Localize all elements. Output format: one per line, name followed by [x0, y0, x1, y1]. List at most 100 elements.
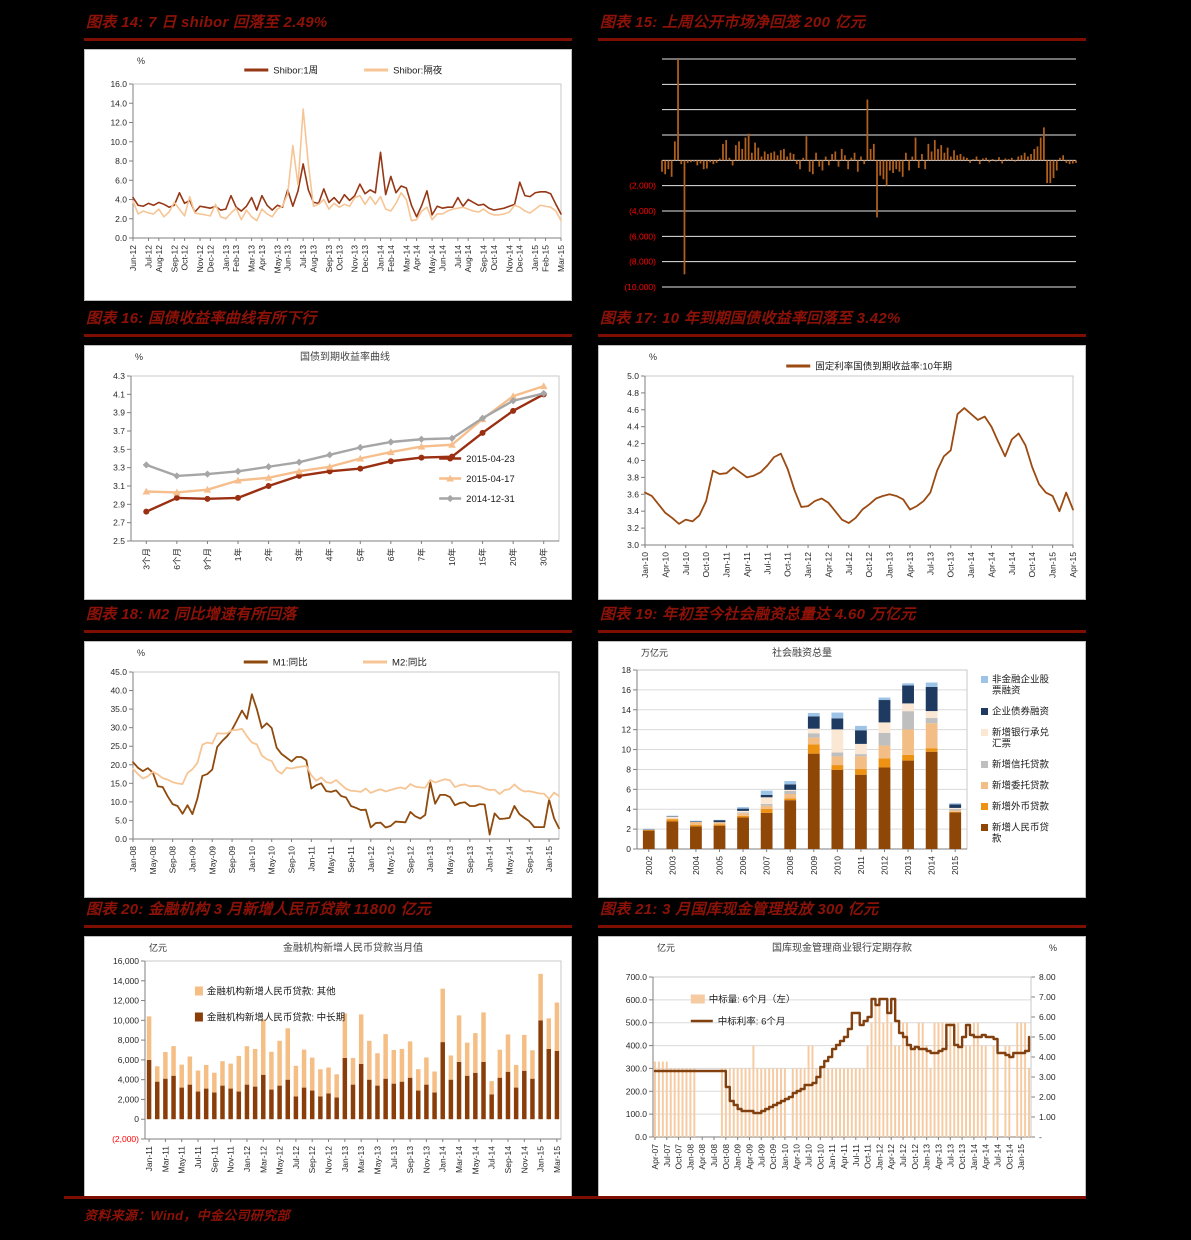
svg-text:Sep-12: Sep-12: [307, 1145, 317, 1173]
svg-text:10年: 10年: [447, 547, 457, 565]
svg-text:Mar-14: Mar-14: [454, 1145, 464, 1172]
svg-text:45.0: 45.0: [110, 667, 127, 677]
svg-text:8,000: 8,000: [118, 1035, 140, 1045]
svg-text:3.2: 3.2: [627, 523, 639, 533]
svg-text:Jan-13: Jan-13: [340, 1145, 350, 1171]
svg-text:30.0: 30.0: [110, 722, 127, 732]
svg-text:0: 0: [134, 1114, 139, 1124]
svg-text:Sep-13: Sep-13: [324, 244, 334, 272]
svg-text:新增委托贷款: 新增委托贷款: [992, 779, 1050, 791]
svg-text:Jan-10: Jan-10: [640, 551, 650, 577]
svg-text:Mar-14: Mar-14: [401, 244, 411, 271]
m1-m2-line-chart: 0.0 5.0 10.0 15.0 20.0 25.0 30.0 35.0 40.0 45.0 Ja…: [110, 648, 560, 874]
svg-text:Apr-13: Apr-13: [905, 551, 915, 577]
svg-text:4.4: 4.4: [627, 421, 639, 431]
svg-text:Oct-11: Oct-11: [863, 1143, 873, 1168]
svg-text:Nov-12: Nov-12: [324, 1145, 334, 1173]
svg-text:新增银行承兑: 新增银行承兑: [992, 726, 1050, 738]
svg-text:0.0: 0.0: [115, 834, 127, 844]
svg-text:10,000: 10,000: [113, 1015, 139, 1025]
svg-text:Jun-14: Jun-14: [437, 244, 447, 270]
svg-text:Aug-13: Aug-13: [308, 244, 318, 272]
svg-text:%: %: [137, 648, 145, 658]
svg-text:Sep-14: Sep-14: [503, 1145, 513, 1173]
chart-block-19: 图表 19: 年初至今社会融资总量达 4.60 万亿元 0 2 4 6 8 10 12 14 1…: [598, 606, 1086, 898]
svg-text:2003: 2003: [667, 855, 677, 874]
svg-text:2,000: 2,000: [118, 1094, 140, 1104]
svg-text:May-14: May-14: [427, 244, 437, 273]
svg-text:20.0: 20.0: [110, 760, 127, 770]
svg-text:%: %: [137, 56, 145, 66]
svg-text:Apr-11: Apr-11: [839, 1143, 849, 1168]
svg-text:Mar-12: Mar-12: [258, 1145, 268, 1172]
svg-text:Sep-14: Sep-14: [479, 244, 489, 272]
svg-text:30年: 30年: [539, 547, 549, 565]
svg-text:40.0: 40.0: [110, 685, 127, 695]
svg-text:Jan-15: Jan-15: [530, 244, 540, 270]
svg-text:600.0: 600.0: [626, 995, 648, 1005]
svg-text:Oct-08: Oct-08: [721, 1143, 731, 1169]
chart-14-body: 0.0 2.0 4.0 6.0 8.0 10.0 12.0 14.0 16.0 Jun-12 Jul…: [84, 48, 572, 301]
svg-text:Jan-12: Jan-12: [874, 1143, 884, 1169]
svg-text:Jun-12: Jun-12: [128, 244, 138, 270]
svg-text:Jan-15: Jan-15: [1048, 551, 1058, 577]
svg-text:Feb-15: Feb-15: [541, 244, 551, 271]
svg-text:0.0: 0.0: [115, 233, 127, 243]
svg-text:May-11: May-11: [177, 1145, 187, 1173]
svg-text:Mar-15: Mar-15: [552, 1145, 562, 1172]
svg-text:Jul-13: Jul-13: [389, 1145, 399, 1168]
svg-text:中标利率: 6个月: 中标利率: 6个月: [718, 1015, 786, 1027]
svg-text:Jul-09: Jul-09: [756, 1143, 766, 1166]
svg-text:Dec-14: Dec-14: [515, 244, 525, 272]
svg-text:2012: 2012: [880, 855, 890, 874]
svg-text:2011: 2011: [856, 855, 866, 874]
svg-text:Sep-12: Sep-12: [405, 845, 415, 873]
svg-text:款: 款: [992, 832, 1002, 844]
svg-text:Jul-10: Jul-10: [681, 551, 691, 574]
svg-text:(2,000): (2,000): [112, 1134, 139, 1144]
svg-text:5年: 5年: [355, 547, 365, 561]
svg-text:(2,000): (2,000): [629, 180, 656, 190]
svg-text:May-14: May-14: [504, 845, 514, 874]
svg-text:6,000: 6,000: [118, 1055, 140, 1065]
svg-text:May-08: May-08: [148, 845, 158, 874]
svg-text:(6,000): (6,000): [629, 231, 656, 241]
svg-text:Apr-15: Apr-15: [1068, 551, 1078, 577]
svg-text:Jul-14: Jul-14: [1007, 551, 1017, 574]
svg-text:Jul-08: Jul-08: [709, 1143, 719, 1166]
svg-text:Apr-10: Apr-10: [792, 1143, 802, 1169]
svg-text:新增人民币贷: 新增人民币贷: [992, 821, 1049, 833]
svg-text:Jan-11: Jan-11: [144, 1145, 154, 1171]
svg-text:2004: 2004: [691, 855, 701, 874]
chart-18-body: 0.0 5.0 10.0 15.0 20.0 25.0 30.0 35.0 40.0 45.0 Ja…: [84, 640, 572, 898]
svg-text:8: 8: [626, 764, 631, 774]
svg-text:1.00: 1.00: [1039, 1112, 1056, 1122]
svg-text:Jul-14: Jul-14: [487, 1145, 497, 1168]
svg-text:100.0: 100.0: [626, 1109, 648, 1119]
treasury-cash-combo-chart: 0.0 100.0 200.0 300.0 400.0 500.0 600.0 700.0 - 1…: [626, 941, 1057, 1170]
svg-text:20年: 20年: [508, 547, 518, 565]
chart-16-body: 2.5 2.7 2.9 3.1 3.3 3.5 3.7 3.9 4.1 4.3 3个月 6个月 9个月 1…: [84, 344, 572, 600]
tsf-stacked-bar-chart: 0 2 4 6 8 10 12 14 16 18 2002 2003 2004 2005 2006 2007 2…: [622, 646, 1050, 875]
svg-text:3年: 3年: [294, 547, 304, 561]
svg-text:10.0: 10.0: [110, 137, 127, 147]
svg-text:Feb-13: Feb-13: [231, 244, 241, 271]
chart-block-14: 图表 14: 7 日 shibor 回落至 2.49% 0.0 2.0 4.0 6.0…: [84, 14, 572, 301]
svg-text:4.8: 4.8: [627, 388, 639, 398]
svg-text:Nov-14: Nov-14: [519, 1145, 529, 1173]
svg-text:金融机构新增人民币贷款当月值: 金融机构新增人民币贷款当月值: [283, 941, 423, 954]
svg-text:9个月: 9个月: [202, 548, 212, 570]
svg-text:(4,000): (4,000): [629, 206, 656, 216]
svg-text:3.1: 3.1: [113, 481, 125, 491]
svg-text:Jan-14: Jan-14: [376, 244, 386, 270]
svg-text:15.0: 15.0: [110, 778, 127, 788]
svg-text:4.0: 4.0: [627, 455, 639, 465]
svg-text:12.0: 12.0: [110, 117, 127, 127]
svg-text:14.0: 14.0: [110, 98, 127, 108]
svg-text:Feb-14: Feb-14: [386, 244, 396, 271]
svg-text:May-12: May-12: [386, 845, 396, 874]
svg-text:4: 4: [626, 804, 631, 814]
svg-text:Jul-13: Jul-13: [298, 244, 308, 267]
svg-text:May-12: May-12: [275, 1145, 285, 1174]
